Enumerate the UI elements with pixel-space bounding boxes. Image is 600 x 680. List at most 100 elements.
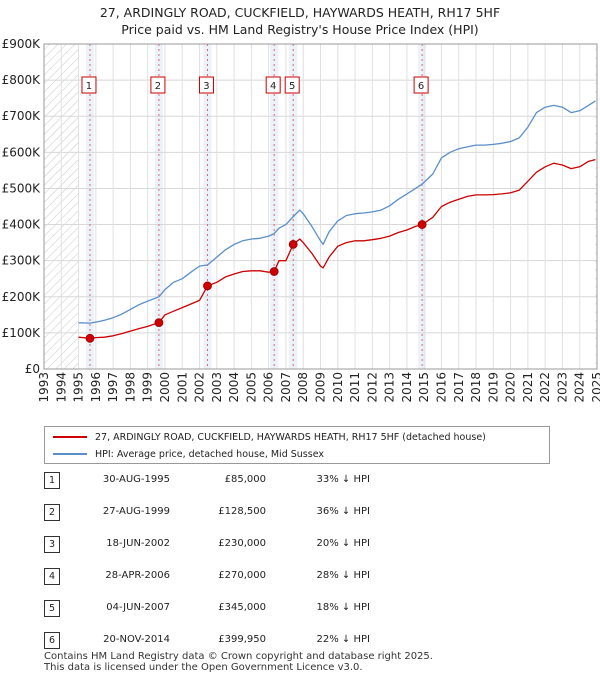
sale-number-badge: 2 — [44, 504, 60, 521]
x-tick-label: 1994 — [54, 372, 68, 403]
sale-point — [269, 267, 279, 276]
x-tick-label: 2021 — [521, 372, 535, 403]
x-tick-label: 2017 — [452, 372, 466, 403]
footer-attribution: Contains HM Land Registry data © Crown c… — [44, 651, 433, 673]
y-tick-label: £400K — [2, 218, 42, 232]
sale-number-label: 6 — [418, 81, 424, 92]
sale-price: £399,950 — [218, 634, 266, 645]
x-tick-label: 2000 — [158, 372, 172, 403]
legend-item-hpi: HPI: Average price, detached house, Mid … — [53, 446, 324, 462]
x-tick-label: 1993 — [37, 372, 51, 403]
x-tick-label: 2024 — [573, 372, 587, 403]
x-tick-label: 2019 — [486, 372, 500, 403]
sale-point — [85, 333, 95, 343]
sale-number-badge: 3 — [44, 536, 60, 553]
sale-date: 30-AUG-1995 — [102, 474, 170, 485]
x-tick-label: 2020 — [504, 372, 518, 403]
sale-number-box — [150, 76, 166, 94]
table-row: 5 04-JUN-2007 £345,000 18% ↓ HPI — [0, 600, 600, 618]
x-tick-label: 1995 — [72, 372, 86, 403]
sale-date: 28-APR-2006 — [105, 570, 170, 581]
x-tick-label: 2003 — [210, 372, 224, 403]
legend-item-property: 27, ARDINGLY ROAD, CUCKFIELD, HAYWARDS H… — [53, 429, 486, 445]
table-row: 3 18-JUN-2002 £230,000 20% ↓ HPI — [0, 536, 600, 554]
y-tick-label: £500K — [2, 181, 42, 195]
plot-border — [43, 43, 598, 370]
sale-date: 27-AUG-1999 — [102, 506, 170, 517]
chart-subtitle: Price paid vs. HM Land Registry's House … — [121, 22, 479, 37]
x-tick-label: 2010 — [331, 372, 345, 403]
table-row: 6 20-NOV-2014 £399,950 22% ↓ HPI — [0, 632, 600, 650]
y-tick-label: £800K — [2, 73, 42, 87]
y-tick-label: £600K — [2, 145, 42, 159]
table-row: 4 28-APR-2006 £270,000 28% ↓ HPI — [0, 568, 600, 586]
sale-highlight-band — [203, 44, 212, 369]
sale-number-badge: 4 — [44, 568, 60, 585]
sale-hpi-diff: 33% ↓ HPI — [316, 474, 370, 485]
footer-copyright: Contains HM Land Registry data © Crown c… — [44, 651, 433, 662]
property-price-line — [78, 158, 596, 339]
table-row: 1 30-AUG-1995 £85,000 33% ↓ HPI — [0, 472, 600, 490]
sale-number-label: 4 — [270, 81, 276, 92]
sale-number-box — [81, 76, 97, 94]
x-tick-label: 2014 — [400, 372, 414, 403]
chart-title: 27, ARDINGLY ROAD, CUCKFIELD, HAYWARDS H… — [99, 5, 501, 20]
sale-date: 18-JUN-2002 — [106, 538, 170, 549]
sale-highlight-band — [270, 44, 279, 369]
sale-hpi-diff: 22% ↓ HPI — [316, 634, 370, 645]
legend-label-property: 27, ARDINGLY ROAD, CUCKFIELD, HAYWARDS H… — [95, 431, 486, 443]
sale-price: £345,000 — [218, 602, 266, 613]
legend-swatch-hpi — [53, 453, 87, 455]
x-tick-label: 2025 — [590, 372, 600, 403]
x-tick-label: 2001 — [175, 372, 189, 403]
sale-highlight-band — [154, 44, 163, 369]
sale-number-box — [265, 76, 281, 94]
chart-title-block: 27, ARDINGLY ROAD, CUCKFIELD, HAYWARDS H… — [0, 4, 600, 38]
sale-hpi-diff: 18% ↓ HPI — [316, 602, 370, 613]
y-tick-label: £0 — [25, 362, 40, 376]
x-tick-label: 2007 — [279, 372, 293, 403]
x-tick-label: 1996 — [89, 372, 103, 403]
y-tick-label: £200K — [2, 290, 42, 304]
sale-hpi-diff: 28% ↓ HPI — [316, 570, 370, 581]
x-tick-label: 2012 — [365, 372, 379, 403]
x-tick-label: 2008 — [296, 372, 310, 403]
x-tick-label: 1997 — [106, 372, 120, 403]
x-tick-label: 2018 — [469, 372, 483, 403]
sale-highlight-band — [418, 44, 427, 369]
y-tick-label: £100K — [2, 326, 42, 340]
legend: 27, ARDINGLY ROAD, CUCKFIELD, HAYWARDS H… — [44, 426, 550, 464]
sale-number-badge: 5 — [44, 600, 60, 617]
y-tick-label: £900K — [2, 37, 42, 51]
x-tick-label: 1999 — [141, 372, 155, 403]
sale-point — [417, 220, 427, 229]
sale-highlight-band — [289, 44, 298, 369]
sale-number-box — [284, 76, 300, 94]
x-tick-label: 2023 — [555, 372, 569, 403]
x-tick-label: 2011 — [348, 372, 362, 403]
sale-hpi-diff: 36% ↓ HPI — [316, 506, 370, 517]
sale-number-badge: 6 — [44, 632, 60, 649]
x-tick-label: 2015 — [417, 372, 431, 403]
y-tick-label: £700K — [2, 109, 42, 123]
legend-label-hpi: HPI: Average price, detached house, Mid … — [95, 448, 324, 460]
hpi-line — [78, 100, 596, 324]
sale-point — [288, 240, 298, 249]
x-tick-label: 2002 — [193, 372, 207, 403]
sale-number-label: 2 — [155, 81, 161, 92]
footer-licence: This data is licensed under the Open Gov… — [44, 662, 363, 673]
sale-highlight-band — [85, 44, 94, 369]
x-tick-label: 2016 — [434, 372, 448, 403]
sale-date: 20-NOV-2014 — [103, 634, 170, 645]
sale-number-label: 5 — [289, 81, 295, 92]
sale-price: £270,000 — [218, 570, 266, 581]
x-tick-label: 2013 — [383, 372, 397, 403]
sale-number-badge: 1 — [44, 472, 60, 489]
sale-number-box — [413, 76, 429, 94]
y-tick-label: £300K — [2, 254, 42, 268]
x-tick-label: 2005 — [244, 372, 258, 403]
table-row: 2 27-AUG-1999 £128,500 36% ↓ HPI — [0, 504, 600, 522]
legend-swatch-property — [53, 436, 87, 438]
sale-price: £85,000 — [224, 474, 266, 485]
sale-price: £128,500 — [218, 506, 266, 517]
